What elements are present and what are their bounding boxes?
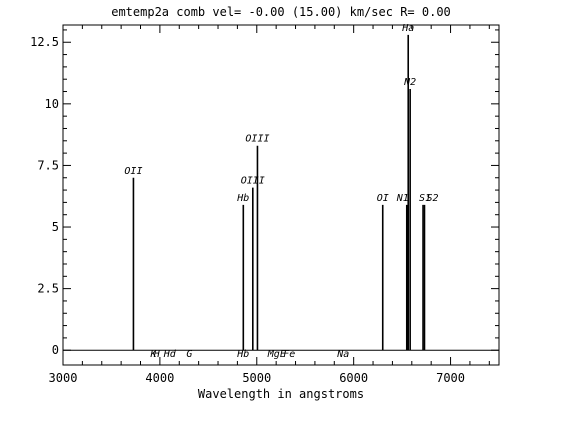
x-tick-label: 4000 [145, 371, 174, 385]
absorption-label: H [153, 349, 161, 360]
emission-line-label: OIII [245, 134, 269, 145]
absorption-label: Mg [267, 349, 280, 360]
absorption-label: Hd [163, 349, 177, 360]
x-tick-label: 3000 [49, 371, 78, 385]
y-tick-label: 2.5 [37, 282, 59, 296]
x-tick-label: 5000 [242, 371, 271, 385]
absorption-label: E [280, 349, 286, 360]
emission-line-label: N2 [403, 77, 416, 88]
absorption-label: G [186, 349, 192, 360]
emission-line-label: S2 [426, 193, 438, 204]
emission-line-label: S1 [419, 193, 431, 204]
y-tick-label: 5 [52, 220, 59, 234]
y-tick-label: 12.5 [30, 35, 59, 49]
axes: 3000 4000 5000 6000 7000 0 2.5 5 7.5 10 12.5 [30, 25, 499, 385]
emission-lines [63, 34, 499, 351]
absorption-label: Na [336, 349, 349, 360]
emission-line-label: OIII [241, 176, 265, 187]
emission-line-label: OII [124, 166, 142, 177]
emission-line-label: N1 [396, 193, 409, 204]
emission-line-label: Hb [236, 193, 249, 204]
emission-line-label: OI [377, 193, 389, 204]
absorption-label: K [149, 349, 157, 360]
y-tick-label: 7.5 [37, 158, 59, 172]
y-tick-label: 10 [45, 97, 59, 111]
chart-title: emtemp2a comb vel= -0.00 (15.00) km/sec … [111, 5, 451, 19]
emission-line-label: Ha [401, 23, 414, 34]
x-axis-label: Wavelength in angstroms [198, 387, 364, 401]
absorption-label: Fe [283, 349, 295, 360]
x-tick-label: 7000 [436, 371, 465, 385]
y-tick-label: 0 [52, 343, 59, 357]
plot-frame [62, 24, 500, 366]
absorption-label: Hb [236, 349, 249, 360]
x-tick-label: 6000 [339, 371, 368, 385]
